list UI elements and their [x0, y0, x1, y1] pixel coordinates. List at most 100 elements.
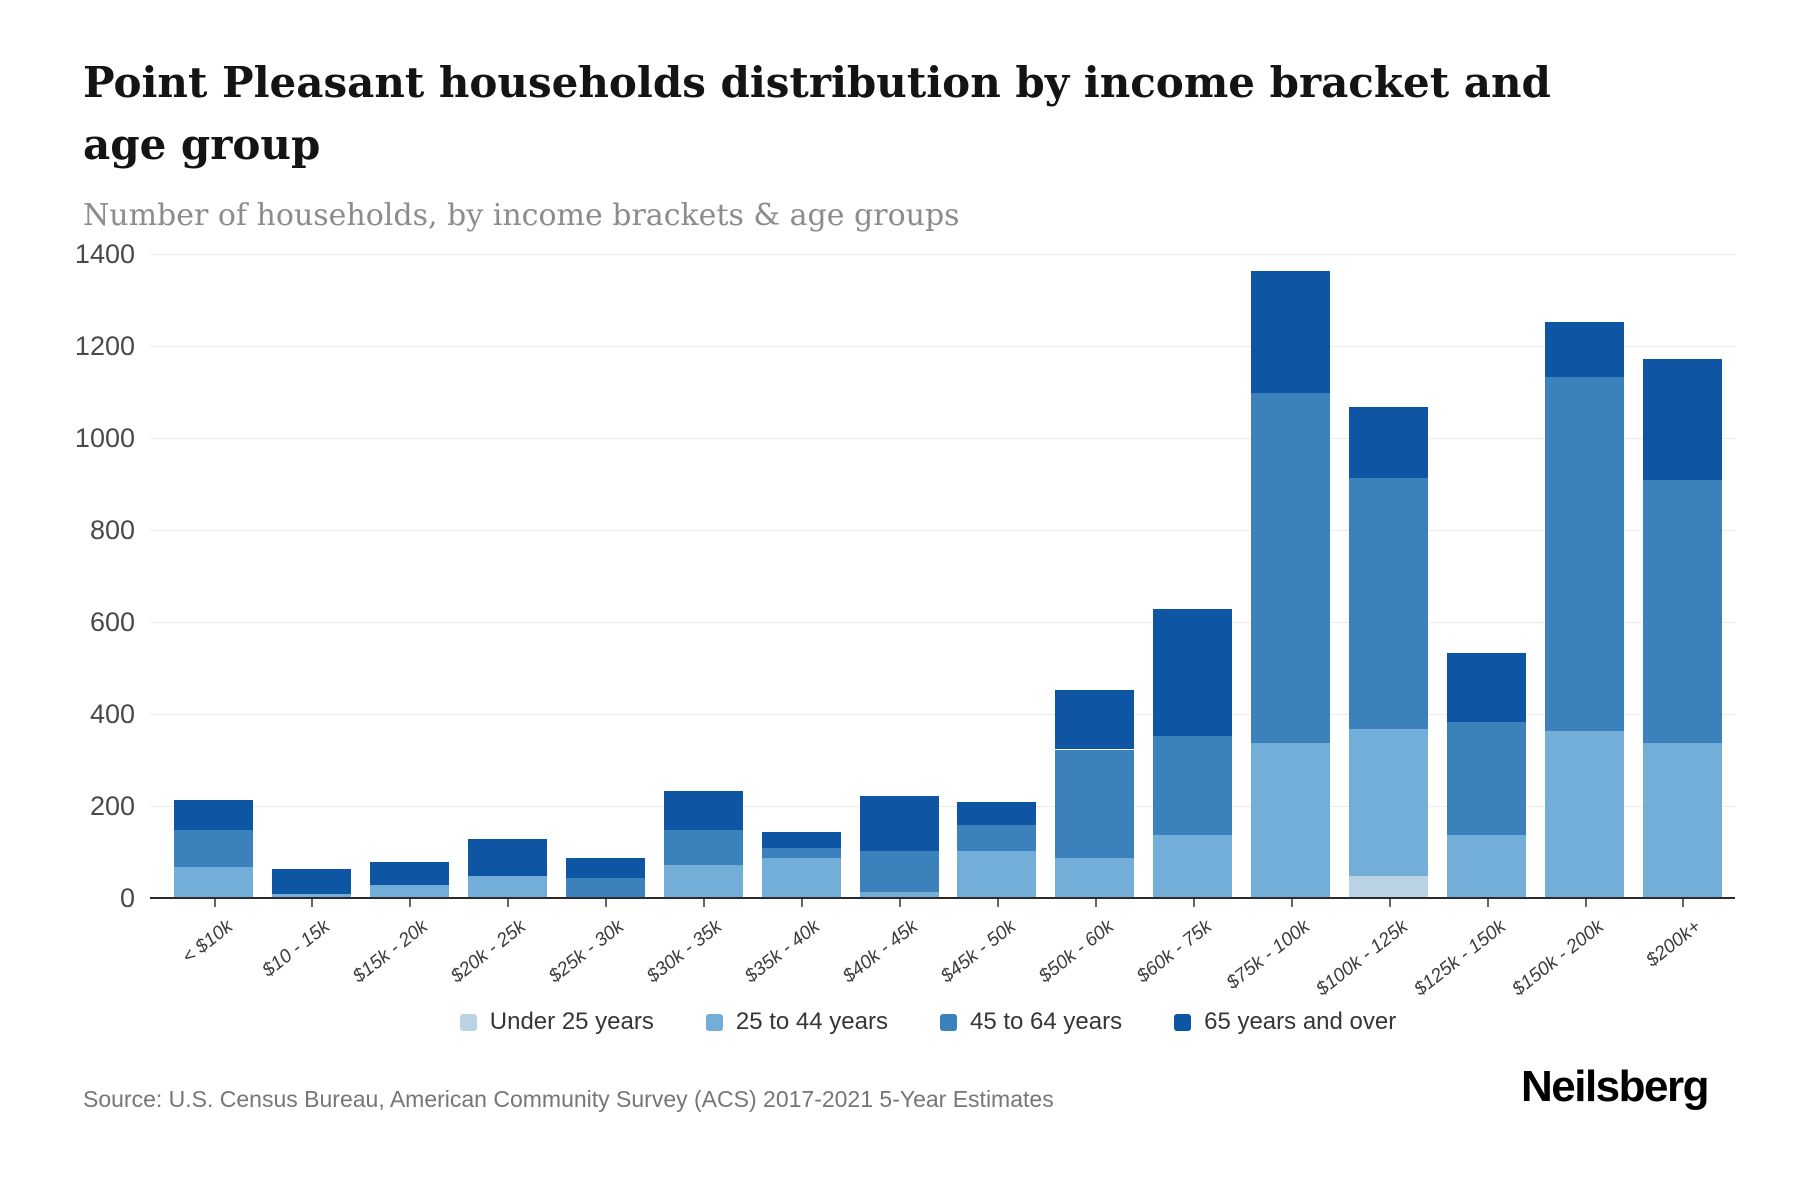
legend-item: 25 to 44 years — [705, 1008, 888, 1036]
legend-swatch-icon — [1174, 1013, 1192, 1031]
legend-label: 65 years and over — [1204, 1008, 1397, 1035]
gridline — [150, 530, 1735, 531]
x-axis-tick-label: $40k - 45k — [839, 916, 922, 988]
x-axis-tick-label: $35k - 40k — [741, 916, 825, 988]
x-axis-tick — [1584, 899, 1587, 907]
legend-swatch-icon — [459, 1013, 477, 1031]
legend-swatch-icon — [705, 1013, 723, 1031]
legend-item: 65 years and over — [1174, 1008, 1396, 1036]
bar-segment — [565, 856, 645, 879]
x-axis-tick-label: $15k - 20k — [349, 916, 433, 988]
bar-segment — [859, 849, 939, 893]
x-axis-tick — [1682, 899, 1685, 907]
y-axis-tick-label: 400 — [89, 699, 135, 729]
y-axis-tick-label: 0 — [119, 883, 135, 913]
x-axis-tick-label: $20k - 25k — [447, 916, 531, 988]
bar-segment — [859, 891, 939, 898]
x-axis-tick-label: $30k - 35k — [643, 916, 727, 988]
x-axis-line — [150, 897, 1735, 899]
bar-segment — [1055, 688, 1135, 750]
bar-segment — [1349, 875, 1429, 898]
bar-segment — [957, 801, 1037, 826]
bar-segment — [1349, 727, 1429, 876]
bar-segment — [1642, 479, 1722, 743]
bar-segment — [1447, 651, 1527, 722]
y-axis-tick-label: 1000 — [74, 423, 135, 453]
bar-segment — [1642, 741, 1722, 898]
x-axis-tick-label: $60k - 75k — [1132, 916, 1216, 988]
x-axis-tick — [703, 899, 706, 907]
bar-segment — [761, 856, 841, 898]
x-axis-tick — [1192, 899, 1195, 907]
x-axis-tick-label: $200k+ — [1642, 916, 1706, 972]
x-axis-tick-label: $150k - 200k — [1507, 916, 1608, 1001]
gridline — [150, 806, 1735, 807]
page-subtitle: Number of households, by income brackets… — [83, 198, 960, 233]
x-axis-tick-label: $25k - 30k — [545, 916, 629, 988]
chart-legend: Under 25 years 25 to 44 years 45 to 64 yea… — [28, 1008, 1800, 1036]
bar-segment — [1349, 477, 1429, 729]
bar-segment — [663, 863, 743, 898]
x-axis-tick — [409, 899, 412, 907]
x-axis-tick — [996, 899, 999, 907]
y-axis-tick-label: 1200 — [74, 331, 135, 361]
x-axis-tick-label: $75k - 100k — [1222, 916, 1314, 994]
x-axis-tick — [1486, 899, 1489, 907]
bar-segment — [859, 794, 939, 851]
neilsberg-logo: Neilsberg — [1520, 1062, 1710, 1111]
y-axis-tick-label: 1400 — [74, 239, 135, 269]
bar-segment — [1251, 741, 1331, 898]
x-axis-tick — [1290, 899, 1293, 907]
legend-item: Under 25 years — [459, 1008, 654, 1036]
x-axis-tick-label: $100k - 125k — [1312, 916, 1412, 1001]
bar-segment — [1545, 375, 1625, 732]
bar-segment — [957, 849, 1037, 898]
bar-segment — [1153, 734, 1233, 835]
bar-segment — [957, 824, 1037, 851]
bar-segment — [1055, 748, 1135, 858]
bar-segment — [1349, 405, 1429, 479]
legend-label: Under 25 years — [489, 1008, 654, 1035]
bar-segment — [174, 865, 253, 898]
bar-segment — [1447, 720, 1527, 835]
y-axis-tick-label: 200 — [89, 791, 135, 821]
bar-segment — [1545, 320, 1625, 377]
bar-segment — [271, 868, 351, 895]
bar-segment — [663, 829, 743, 865]
bar-segment — [467, 875, 547, 898]
bar-segment — [663, 789, 743, 830]
x-axis-tick — [507, 899, 510, 907]
gridline — [150, 438, 1735, 439]
gridline — [150, 714, 1735, 715]
x-axis-tick-label: < $10k — [178, 916, 237, 968]
bar-segment — [1251, 270, 1331, 393]
bar-segment — [565, 877, 645, 898]
bar-segment — [1447, 833, 1527, 898]
x-axis-tick-label: $125k - 150k — [1410, 916, 1510, 1001]
gridline — [150, 346, 1735, 347]
bar-segment — [1055, 856, 1135, 898]
source-note: Source: U.S. Census Bureau, American Com… — [83, 1086, 1054, 1112]
gridline — [150, 622, 1735, 623]
bar-segment — [1545, 730, 1625, 898]
legend-label: 45 to 64 years — [969, 1008, 1123, 1035]
bar-segment — [761, 831, 841, 849]
bar-segment — [761, 847, 841, 858]
y-axis-tick-label: 600 — [89, 607, 135, 637]
bar-segment — [1642, 357, 1722, 481]
x-axis-tick — [605, 899, 608, 907]
bar-segment — [369, 861, 449, 886]
y-axis-tick-label: 800 — [89, 515, 135, 545]
bar-segment — [271, 893, 351, 898]
x-axis-tick — [899, 899, 901, 907]
legend-label: 25 to 44 years — [735, 1008, 888, 1035]
x-axis-tick — [213, 899, 216, 907]
bar-segment — [1153, 833, 1233, 898]
bar-segment — [369, 884, 449, 898]
x-axis-tick — [1094, 899, 1097, 907]
legend-swatch-icon — [939, 1013, 957, 1031]
x-axis-tick-label: $45k - 50k — [937, 916, 1020, 988]
bar-segment — [467, 838, 547, 876]
x-axis-tick — [1388, 899, 1391, 907]
